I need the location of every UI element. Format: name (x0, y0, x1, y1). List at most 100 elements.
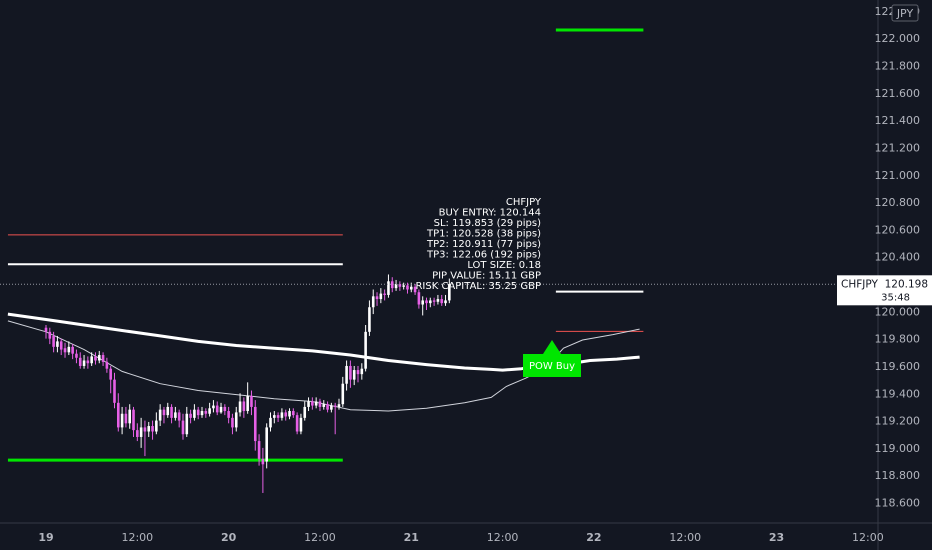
candle-body-76 (333, 405, 337, 407)
info-line-0: CHFJPY (506, 197, 542, 208)
currency-badge[interactable]: JPY (891, 4, 919, 22)
candle-body-24 (136, 430, 139, 437)
info-line-3: TP1: 120.528 (38 pips) (426, 229, 541, 240)
price-tick-3: 119.200 (875, 415, 921, 428)
candle-body-95 (406, 285, 409, 290)
candle-body-67 (299, 417, 303, 432)
candle-body-68 (303, 406, 307, 418)
price-tick-12: 121.000 (875, 169, 921, 182)
last-price-value: 120.198 (885, 278, 928, 290)
candle-body-30 (158, 409, 162, 421)
candle-body-12 (90, 356, 93, 364)
candle-body-31 (162, 409, 166, 416)
candle-body-17 (109, 368, 112, 380)
candle-body-55 (253, 406, 257, 442)
candle-body-102 (432, 300, 436, 302)
candle-body-80 (349, 365, 352, 380)
candle-body-15 (101, 355, 105, 362)
candle-body-38 (189, 413, 192, 418)
price-tick-17: 122.000 (875, 32, 921, 45)
candle-body-77 (337, 404, 341, 407)
candle-body-11 (86, 360, 90, 364)
candle-body-93 (398, 284, 402, 287)
time-tick-7: 12:00 (669, 531, 701, 544)
last-price-symbol: CHFJPY (841, 278, 878, 290)
candle-body-85 (368, 307, 371, 332)
candle-body-6 (67, 346, 71, 353)
bar-countdown: 35:48 (881, 292, 910, 303)
info-line-5: TP3: 122.06 (192 pips) (426, 250, 541, 261)
info-line-7: PIP VALUE: 15.11 GBP (432, 271, 541, 282)
price-tick-13: 121.200 (875, 141, 921, 154)
candle-body-87 (375, 296, 379, 300)
price-tick-9: 120.400 (875, 251, 921, 264)
candle-body-72 (318, 401, 322, 407)
price-tick-14: 121.400 (875, 114, 921, 127)
time-axis-labels: 19 12:00 20 12:00 21 12:00 22 12:00 23 12:00 (38, 531, 883, 544)
info-line-2: SL: 119.853 (29 pips) (434, 218, 541, 229)
price-tick-16: 121.800 (875, 60, 921, 73)
candle-body-41 (200, 411, 204, 416)
candle-body-89 (383, 293, 386, 295)
candle-body-66 (295, 415, 299, 432)
candle-body-3 (56, 341, 59, 347)
candle-body-2 (52, 335, 55, 347)
price-tick-1: 118.800 (875, 469, 921, 482)
candle-body-19 (116, 402, 120, 428)
time-tick-1: 12:00 (121, 531, 153, 544)
candle-body-47 (223, 406, 227, 412)
candle-body-1 (48, 331, 52, 339)
candle-body-40 (196, 409, 200, 416)
price-tick-5: 119.600 (875, 360, 921, 373)
candle-body-65 (292, 411, 295, 416)
candle-body-53 (246, 396, 249, 412)
candle-body-96 (409, 286, 413, 290)
candle-body-25 (139, 427, 143, 437)
candle-body-9 (78, 357, 82, 366)
candle-body-46 (219, 406, 223, 413)
last-price-tag: CHFJPY 120.198 35:48 (837, 275, 932, 306)
candle-body-52 (242, 401, 246, 412)
candlesticks (44, 274, 451, 493)
candle-body-43 (208, 408, 211, 414)
candle-body-5 (63, 348, 67, 353)
candle-body-100 (425, 300, 428, 304)
candle-body-27 (147, 426, 151, 432)
candle-body-44 (212, 405, 215, 409)
candle-body-48 (227, 411, 230, 418)
time-tick-0: 19 (38, 531, 53, 544)
candle-body-20 (120, 413, 124, 428)
candle-body-73 (322, 404, 326, 407)
info-line-4: TP2: 120.911 (77 pips) (426, 239, 541, 250)
signal-label: POW Buy (529, 361, 575, 372)
time-tick-9: 12:00 (852, 531, 884, 544)
candle-body-88 (379, 293, 383, 300)
candle-body-13 (94, 356, 97, 361)
candle-body-10 (82, 360, 86, 366)
candle-body-78 (341, 383, 345, 405)
candle-body-71 (314, 401, 318, 406)
candle-body-26 (143, 427, 147, 432)
info-line-8: RISK CAPITAL: 35.25 GBP (415, 281, 541, 292)
candle-body-28 (151, 426, 154, 432)
candle-body-23 (132, 409, 135, 431)
candle-body-104 (440, 299, 444, 304)
candle-body-16 (105, 361, 109, 369)
candle-body-90 (387, 281, 390, 295)
candle-body-33 (170, 406, 173, 418)
candle-body-58 (265, 427, 268, 462)
candle-body-64 (288, 411, 291, 417)
candle-body-18 (113, 379, 116, 403)
candle-body-54 (250, 396, 253, 407)
candle-body-4 (59, 341, 63, 350)
time-tick-3: 12:00 (304, 531, 336, 544)
candle-body-86 (371, 296, 375, 308)
candle-body-105 (444, 300, 447, 304)
candle-body-8 (75, 353, 78, 358)
candle-body-70 (311, 401, 314, 406)
candle-body-99 (421, 300, 424, 305)
candle-body-60 (273, 415, 276, 418)
candle-body-69 (307, 401, 310, 407)
